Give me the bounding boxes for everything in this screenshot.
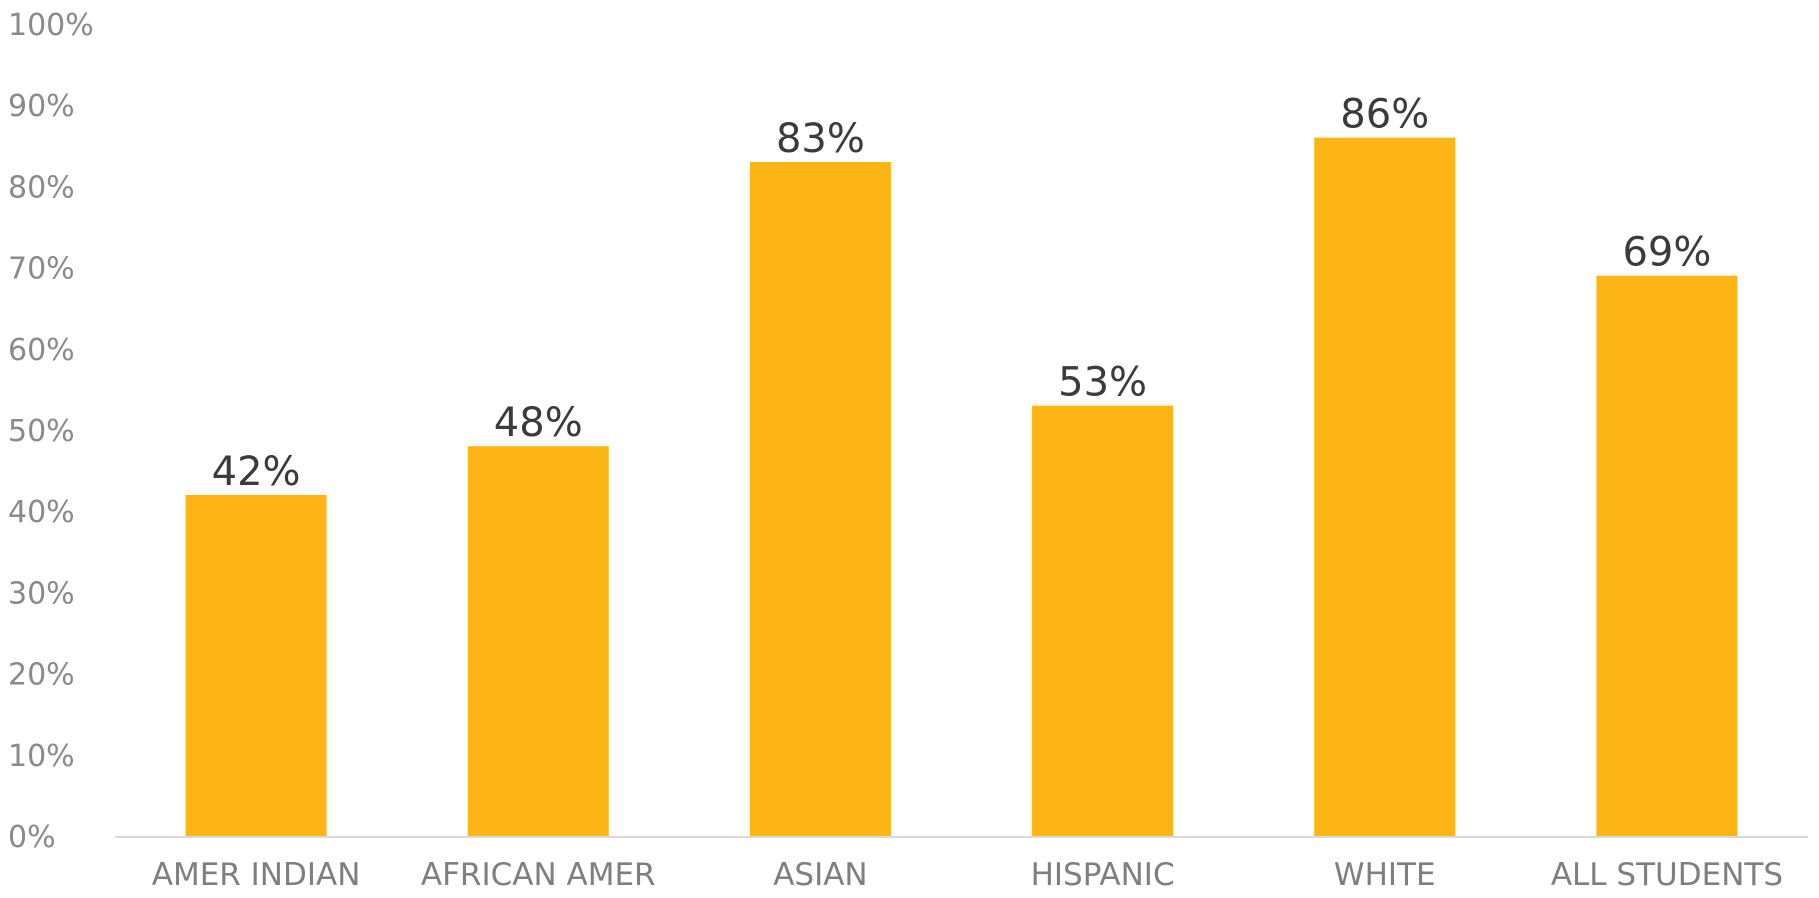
y-tick-label: 0%	[8, 820, 56, 855]
data-labels: 42% 48% 83% 53% 86% 69%	[212, 92, 1712, 495]
bar	[185, 494, 327, 836]
y-tick-label: 40%	[8, 495, 75, 530]
data-label: 53%	[1058, 360, 1147, 406]
y-tick-label: 80%	[8, 170, 75, 205]
x-tick-label: ASIAN	[773, 857, 867, 893]
data-label: 69%	[1622, 230, 1711, 276]
x-tick-label: HISPANIC	[1031, 857, 1175, 893]
y-tick-label: 100%	[8, 8, 94, 43]
bar	[1314, 137, 1456, 836]
x-tick-label: WHITE	[1334, 857, 1436, 893]
bar	[1596, 275, 1738, 837]
x-tick-label: ALL STUDENTS	[1551, 857, 1783, 893]
x-axis-ticks: AMER INDIAN AFRICAN AMER ASIAN HISPANIC WHIT…	[152, 857, 1783, 893]
y-axis-ticks: 0% 10% 20% 30% 40% 50% 60% 70% 80% 90% 100%	[8, 8, 94, 855]
data-label: 42%	[212, 449, 301, 495]
data-label: 86%	[1340, 92, 1429, 138]
x-tick-label: AMER INDIAN	[152, 857, 361, 893]
bar	[1032, 405, 1174, 836]
bar	[467, 446, 609, 836]
x-tick-label: AFRICAN AMER	[421, 857, 656, 893]
y-tick-label: 10%	[8, 739, 75, 774]
y-tick-label: 20%	[8, 658, 75, 693]
y-tick-label: 30%	[8, 576, 75, 611]
data-label: 48%	[494, 400, 583, 446]
y-tick-label: 70%	[8, 252, 75, 287]
y-tick-label: 60%	[8, 333, 75, 368]
y-tick-label: 50%	[8, 414, 75, 449]
y-tick-label: 90%	[8, 89, 75, 124]
bars	[185, 137, 1738, 837]
bar	[749, 162, 891, 837]
data-label: 83%	[776, 116, 865, 162]
